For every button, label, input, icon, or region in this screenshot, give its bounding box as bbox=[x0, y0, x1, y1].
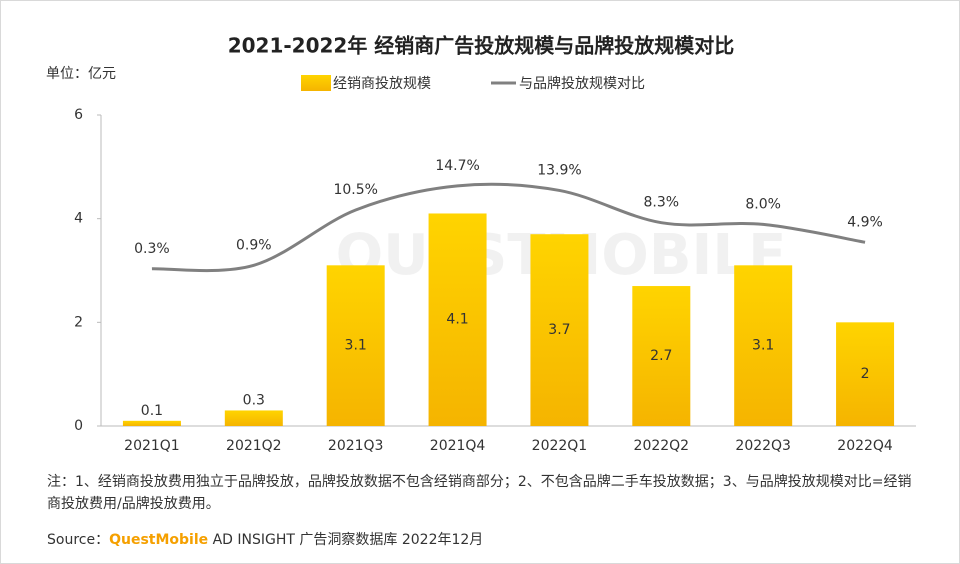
bar bbox=[734, 265, 793, 426]
x-tick-label: 2022Q1 bbox=[532, 438, 588, 454]
bar bbox=[632, 286, 691, 426]
bar bbox=[224, 410, 283, 426]
line-value-label: 0.9% bbox=[236, 237, 272, 253]
bar bbox=[530, 234, 589, 426]
bar-value-label: 2.7 bbox=[650, 348, 672, 364]
line-value-label: 8.3% bbox=[644, 195, 680, 211]
y-tick-label: 4 bbox=[74, 211, 83, 227]
line-value-label: 14.7% bbox=[435, 158, 479, 174]
note: 注：1、经销商投放费用独立于品牌投放，品牌投放数据不包含经销商部分；2、不包含品… bbox=[47, 474, 912, 512]
y-tick-label: 0 bbox=[74, 418, 83, 434]
x-tick-label: 2021Q3 bbox=[328, 438, 384, 454]
line-value-label: 4.9% bbox=[847, 214, 883, 230]
chart: 2021-2022年 经销商广告投放规模与品牌投放规模对比 单位：亿元 QUES… bbox=[46, 34, 916, 454]
bar-value-label: 3.1 bbox=[752, 338, 774, 354]
line bbox=[151, 182, 866, 273]
bar-value-label: 0.3 bbox=[243, 392, 265, 408]
x-tick-label: 2021Q2 bbox=[226, 438, 282, 454]
bar-value-label: 4.1 bbox=[446, 312, 468, 328]
x-tick-label: 2022Q4 bbox=[837, 438, 893, 454]
x-tick-label: 2021Q4 bbox=[430, 438, 486, 454]
bar-value-label: 3.1 bbox=[345, 338, 367, 354]
line-value-label: 10.5% bbox=[333, 182, 377, 198]
line-value-label: 8.0% bbox=[745, 196, 781, 212]
bar-value-label: 0.1 bbox=[141, 403, 163, 419]
line-value-label: 13.9% bbox=[537, 162, 581, 178]
legend-label: 与品牌投放规模对比 bbox=[519, 75, 645, 92]
bar bbox=[326, 265, 385, 426]
source-brand: QuestMobile bbox=[109, 532, 209, 548]
x-tick-label: 2021Q1 bbox=[124, 438, 180, 454]
source: Source：QuestMobile AD INSIGHT 广告洞察数据库 20… bbox=[47, 529, 483, 549]
bar bbox=[836, 322, 895, 426]
bar bbox=[428, 213, 487, 426]
line-value-label: 0.3% bbox=[134, 241, 170, 257]
x-tick-label: 2022Q3 bbox=[735, 438, 791, 454]
legend-label: 经销商投放规模 bbox=[333, 76, 431, 92]
source-rest: AD INSIGHT 广告洞察数据库 2022年12月 bbox=[208, 532, 484, 548]
source-prefix: Source： bbox=[47, 532, 110, 548]
y-tick-label: 6 bbox=[74, 107, 83, 123]
y-tick-label: 2 bbox=[74, 314, 83, 330]
legend-swatch bbox=[301, 75, 331, 91]
chart-title: 2021-2022年 经销商广告投放规模与品牌投放规模对比 bbox=[228, 34, 735, 58]
bar-value-label: 3.7 bbox=[548, 322, 570, 338]
x-tick-label: 2022Q2 bbox=[634, 438, 690, 454]
bar-value-label: 2 bbox=[861, 366, 870, 382]
bar bbox=[122, 420, 181, 426]
unit-label: 单位：亿元 bbox=[46, 66, 116, 82]
